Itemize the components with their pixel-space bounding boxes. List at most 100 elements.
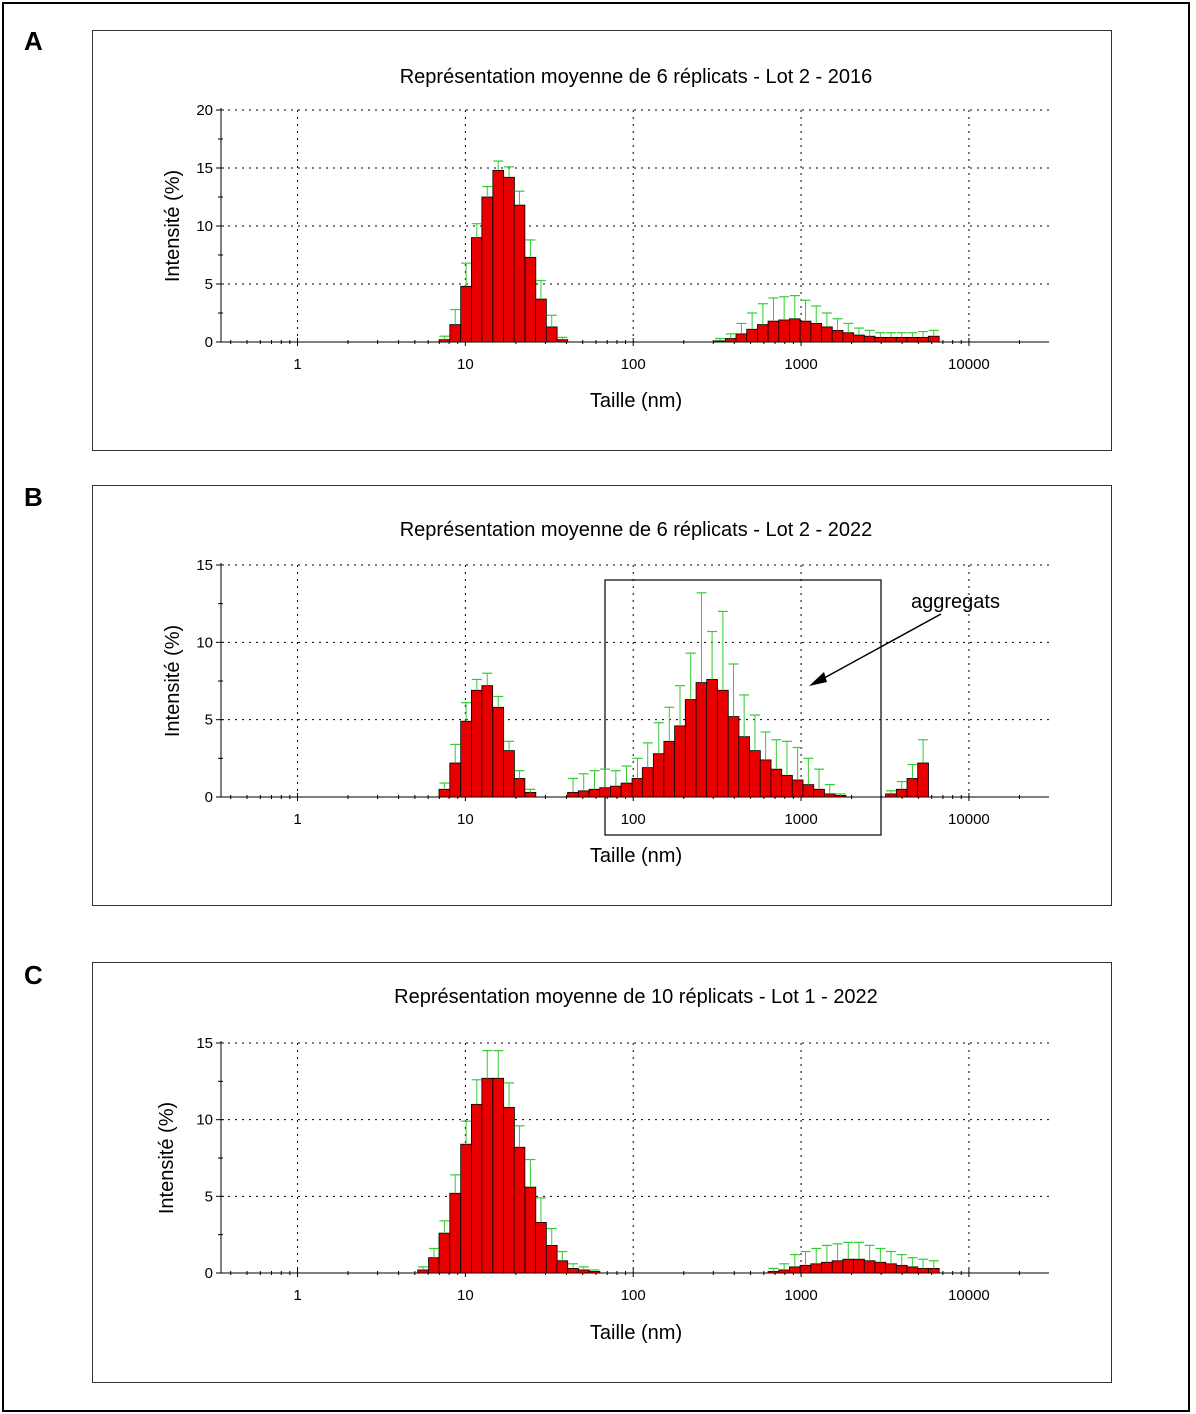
panel-letter-c: C [24,960,43,991]
bar [546,1245,557,1273]
x-tick-label: 10 [457,356,474,373]
bar [800,321,811,342]
bar [864,336,875,342]
x-tick-label: 1 [293,1287,301,1304]
y-axis-label: Intensité (%) [162,625,184,737]
bar [821,1262,832,1273]
bar [918,763,929,797]
x-tick-label: 1 [293,811,301,828]
bar [928,336,939,342]
bar [886,337,897,342]
bar [843,1259,854,1273]
bar [814,789,825,797]
bar [768,1271,779,1273]
bar [450,325,461,342]
y-tick-label: 15 [196,160,213,177]
bar [854,1259,865,1273]
bar [896,1265,907,1273]
chart-c-svg: Représentation moyenne de 10 réplicats -… [93,963,1111,1382]
bar [642,768,653,797]
annotation-arrowhead [809,672,827,686]
annotation-arrow [815,614,941,683]
bar [779,320,790,342]
bar [864,1261,875,1273]
y-tick-label: 10 [196,218,213,235]
bar [461,286,472,342]
bar [578,791,589,797]
x-tick-label: 100 [621,1287,646,1304]
bar [525,792,536,797]
bar [504,1107,515,1273]
x-tick-label: 10 [457,811,474,828]
y-tick-label: 10 [196,1112,213,1129]
x-tick-label: 10000 [948,811,990,828]
x-axis-label: Taille (nm) [590,1322,682,1344]
bar [896,789,907,797]
bar [803,785,814,797]
bar [536,299,547,342]
aggregates-annotation: aggregats [911,591,1000,613]
bar [514,205,525,342]
bar [821,327,832,342]
y-axis-label: Intensité (%) [156,1102,178,1214]
bar [918,1268,929,1273]
y-tick-label: 5 [205,712,213,729]
bar [854,335,865,342]
bar [811,323,822,342]
y-tick-label: 15 [196,557,213,574]
panel-letter-b: B [24,482,43,513]
bar [589,1271,600,1273]
bar [461,1144,472,1273]
bar [504,751,515,797]
bar [439,340,450,342]
chart-panel-b: Représentation moyenne de 6 réplicats - … [92,485,1112,906]
bar [621,783,632,797]
chart-title: Représentation moyenne de 6 réplicats - … [400,519,873,541]
bar [675,726,686,797]
x-axis-label: Taille (nm) [590,845,682,867]
bar [779,1270,790,1273]
bar [800,1265,811,1273]
bar [832,330,843,342]
bar [728,717,739,797]
bar [493,707,504,797]
bar [578,1270,589,1273]
bar [471,1104,482,1273]
bar [536,1222,547,1273]
bar [439,789,450,797]
chart-title: Représentation moyenne de 6 réplicats - … [400,66,873,88]
x-tick-label: 100 [621,811,646,828]
bar [514,778,525,797]
bar [725,339,736,342]
bar [715,341,726,342]
bar [875,1262,886,1273]
bar [632,778,643,797]
bar [789,319,800,342]
bar [450,763,461,797]
bar [493,170,504,342]
bar [450,1193,461,1273]
bar [739,737,750,797]
bar [928,1268,939,1273]
plot-area: 0 5 10 15 1 10 100 1000 10000 [196,1035,1049,1304]
chart-panel-a: Représentation moyenne de 6 réplicats - … [92,30,1112,451]
chart-a-svg: Représentation moyenne de 6 réplicats - … [93,31,1111,450]
bar [664,741,675,797]
bar [568,1268,579,1273]
bar [600,788,611,797]
bar [811,1264,822,1273]
y-tick-label: 5 [205,276,213,293]
bar [750,751,761,797]
bar [789,1267,800,1273]
y-axis-label: Intensité (%) [162,170,184,282]
bar [843,333,854,342]
bar [471,690,482,797]
bar [525,257,536,342]
bar [907,778,918,797]
x-tick-label: 10000 [948,1287,990,1304]
bar [504,177,515,342]
bar [760,760,771,797]
bar [736,334,747,342]
bar [568,792,579,797]
bar [835,795,846,797]
